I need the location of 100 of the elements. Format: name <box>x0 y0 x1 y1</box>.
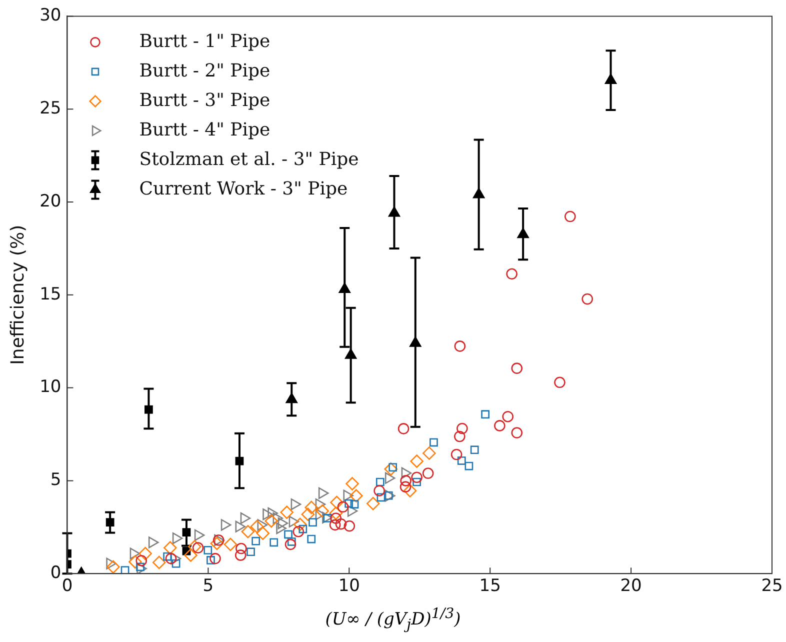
point <box>252 536 260 546</box>
point <box>204 546 212 554</box>
point <box>344 348 357 359</box>
x-tick-label: 25 <box>761 576 783 596</box>
point <box>136 562 144 572</box>
legend-label: Burtt - 3" Pipe <box>139 90 270 111</box>
point <box>411 472 422 484</box>
point <box>148 536 159 548</box>
point <box>172 532 183 544</box>
point <box>481 410 490 419</box>
point <box>144 405 153 414</box>
point <box>224 538 238 552</box>
point <box>210 552 221 564</box>
point <box>280 506 294 519</box>
point <box>304 500 318 514</box>
point <box>128 555 142 569</box>
point <box>330 496 344 510</box>
point <box>366 496 380 510</box>
x-tick-label: 10 <box>338 576 360 596</box>
y-tick-label: 20 <box>40 191 62 212</box>
point <box>276 522 286 534</box>
point <box>106 518 114 527</box>
point <box>120 566 130 574</box>
point <box>130 548 140 560</box>
point <box>343 490 354 502</box>
point <box>350 500 359 508</box>
point <box>457 456 466 465</box>
y-tick-label: 15 <box>40 284 62 304</box>
x-axis-title: (U∞ / (gV$_{j}$D)$^{1/3}$) <box>324 606 462 634</box>
point <box>278 517 288 530</box>
point <box>422 446 436 460</box>
point <box>374 485 385 496</box>
point <box>286 392 298 404</box>
point <box>163 541 177 554</box>
point <box>246 548 255 556</box>
point <box>388 206 400 217</box>
point <box>412 478 421 486</box>
point <box>106 558 116 570</box>
point <box>338 282 350 293</box>
legend-label: Burtt - 4" Pipe <box>139 119 270 140</box>
point <box>506 268 518 280</box>
point <box>347 505 358 517</box>
point <box>384 472 396 484</box>
point <box>210 536 224 550</box>
point <box>403 484 417 498</box>
point <box>511 427 523 438</box>
point <box>152 556 166 570</box>
point <box>494 420 506 432</box>
point <box>346 477 359 490</box>
point <box>472 188 485 198</box>
point <box>307 534 316 544</box>
point <box>329 519 341 531</box>
point <box>322 512 332 524</box>
point <box>192 542 204 554</box>
y-tick-label: 10 <box>40 377 62 398</box>
point <box>376 493 386 502</box>
point <box>206 556 215 564</box>
point <box>344 499 354 508</box>
point <box>257 519 268 531</box>
y-axis-title: Inefficiency (%) <box>7 224 28 365</box>
point <box>502 410 514 422</box>
point <box>262 508 273 520</box>
x-tick-label: 15 <box>479 576 501 596</box>
point <box>400 475 412 486</box>
legend-label: Current Work - 3" Pipe <box>139 178 348 200</box>
point <box>450 448 462 460</box>
point <box>517 228 529 238</box>
point <box>270 538 278 547</box>
point <box>287 537 296 546</box>
point <box>235 456 244 466</box>
point <box>165 552 177 564</box>
point <box>456 422 468 434</box>
y-tick-label: 5 <box>50 470 62 490</box>
point <box>172 559 180 568</box>
point <box>184 548 198 562</box>
point <box>316 504 330 518</box>
point <box>234 550 246 561</box>
point <box>470 446 479 454</box>
point <box>194 529 205 541</box>
point <box>398 423 410 434</box>
point <box>454 430 466 442</box>
point <box>308 518 317 527</box>
point <box>250 520 264 534</box>
point <box>236 542 247 554</box>
point <box>284 530 292 539</box>
point <box>268 507 278 520</box>
point <box>582 293 593 305</box>
point <box>330 512 342 524</box>
point <box>138 546 152 560</box>
point <box>256 526 270 540</box>
y-tick-label: 0 <box>50 563 62 584</box>
point <box>511 362 523 374</box>
point <box>554 376 566 388</box>
point <box>464 462 474 470</box>
point <box>335 518 347 530</box>
point <box>163 552 172 561</box>
point <box>272 512 284 524</box>
point <box>288 516 300 528</box>
point <box>241 524 255 538</box>
y-tick-label: 30 <box>40 6 62 26</box>
